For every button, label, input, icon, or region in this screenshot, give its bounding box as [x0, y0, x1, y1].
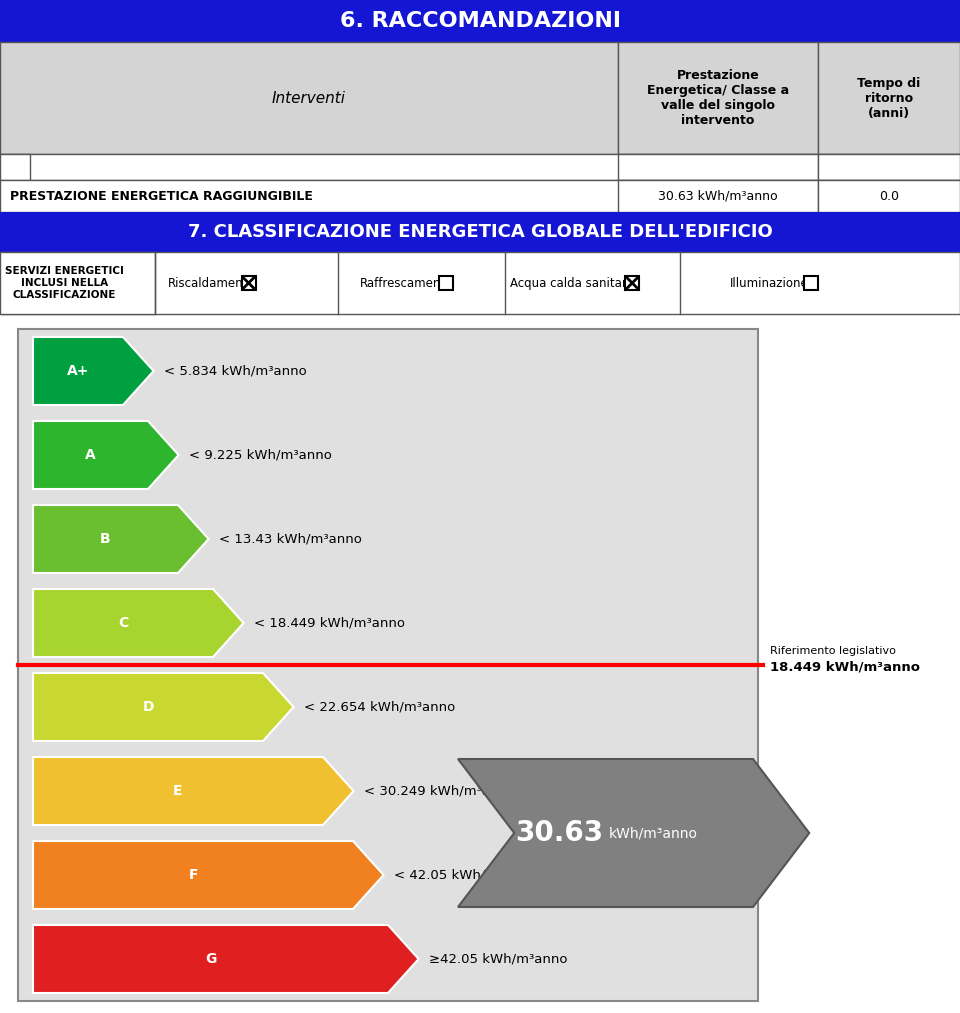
- Bar: [625, 276, 639, 290]
- Bar: [804, 276, 818, 290]
- Bar: [18, 413, 758, 497]
- Text: < 42.05 kWh/m³anno: < 42.05 kWh/m³anno: [394, 868, 537, 881]
- Text: A: A: [85, 448, 96, 462]
- Text: 30.63 kWh/m³anno: 30.63 kWh/m³anno: [659, 189, 778, 203]
- Bar: [18, 581, 758, 665]
- Bar: [0, 252, 155, 314]
- Bar: [0, 154, 30, 180]
- Polygon shape: [33, 925, 419, 993]
- Text: B: B: [100, 532, 110, 546]
- Polygon shape: [33, 589, 244, 657]
- Text: 18.449 kWh/m³anno: 18.449 kWh/m³anno: [770, 660, 920, 674]
- Bar: [18, 665, 758, 749]
- Bar: [0, 252, 960, 314]
- Bar: [618, 42, 818, 154]
- Text: PRESTAZIONE ENERGETICA RAGGIUNGIBILE: PRESTAZIONE ENERGETICA RAGGIUNGIBILE: [10, 189, 313, 203]
- Text: 7. CLASSIFICAZIONE ENERGETICA GLOBALE DELL'EDIFICIO: 7. CLASSIFICAZIONE ENERGETICA GLOBALE DE…: [187, 223, 773, 241]
- Text: kWh/m³anno: kWh/m³anno: [609, 826, 698, 840]
- Text: Riferimento legislativo: Riferimento legislativo: [770, 646, 896, 656]
- Bar: [242, 276, 255, 290]
- Bar: [18, 329, 758, 413]
- Polygon shape: [33, 337, 154, 405]
- Polygon shape: [33, 757, 353, 825]
- Text: 0.0: 0.0: [879, 189, 899, 203]
- Bar: [0, 42, 618, 154]
- Text: E: E: [173, 784, 182, 798]
- Bar: [618, 180, 818, 212]
- Polygon shape: [33, 673, 294, 741]
- Text: 6. RACCOMANDAZIONI: 6. RACCOMANDAZIONI: [340, 11, 620, 31]
- Bar: [18, 749, 758, 833]
- Text: < 9.225 kWh/m³anno: < 9.225 kWh/m³anno: [188, 449, 331, 462]
- Bar: [18, 329, 758, 1001]
- Polygon shape: [33, 841, 384, 909]
- Bar: [0, 212, 960, 252]
- Bar: [439, 276, 453, 290]
- Text: D: D: [142, 700, 154, 714]
- Text: Acqua calda sanitaria: Acqua calda sanitaria: [510, 277, 637, 290]
- Text: SERVIZI ENERGETICI
INCLUSI NELLA
CLASSIFICAZIONE: SERVIZI ENERGETICI INCLUSI NELLA CLASSIF…: [5, 266, 124, 300]
- Bar: [18, 497, 758, 581]
- Bar: [0, 154, 960, 180]
- Bar: [18, 917, 758, 1001]
- Bar: [0, 180, 960, 212]
- Text: Tempo di
ritorno
(anni): Tempo di ritorno (anni): [857, 77, 921, 120]
- Text: A+: A+: [67, 364, 89, 378]
- Text: < 22.654 kWh/m³anno: < 22.654 kWh/m³anno: [303, 701, 455, 713]
- Polygon shape: [33, 421, 179, 489]
- Text: < 5.834 kWh/m³anno: < 5.834 kWh/m³anno: [163, 365, 306, 378]
- Text: < 30.249 kWh/m³anno: < 30.249 kWh/m³anno: [364, 784, 515, 797]
- Text: C: C: [118, 616, 128, 630]
- Bar: [818, 154, 960, 180]
- Text: < 18.449 kWh/m³anno: < 18.449 kWh/m³anno: [253, 617, 404, 629]
- Text: Interventi: Interventi: [272, 90, 346, 105]
- Text: F: F: [188, 868, 198, 882]
- Text: G: G: [204, 952, 216, 966]
- Bar: [618, 154, 818, 180]
- Bar: [818, 42, 960, 154]
- Bar: [18, 833, 758, 917]
- Polygon shape: [458, 759, 809, 907]
- Text: < 13.43 kWh/m³anno: < 13.43 kWh/m³anno: [219, 533, 362, 545]
- Text: 30.63: 30.63: [516, 819, 604, 847]
- Bar: [818, 180, 960, 212]
- Text: Riscaldamento: Riscaldamento: [168, 277, 255, 290]
- Bar: [0, 0, 960, 42]
- Text: Prestazione
Energetica/ Classe a
valle del singolo
intervento: Prestazione Energetica/ Classe a valle d…: [647, 69, 789, 127]
- Text: Raffrescamento: Raffrescamento: [360, 277, 453, 290]
- Polygon shape: [33, 505, 208, 573]
- Text: ≥42.05 kWh/m³anno: ≥42.05 kWh/m³anno: [428, 952, 567, 965]
- Text: Illuminazione: Illuminazione: [730, 277, 808, 290]
